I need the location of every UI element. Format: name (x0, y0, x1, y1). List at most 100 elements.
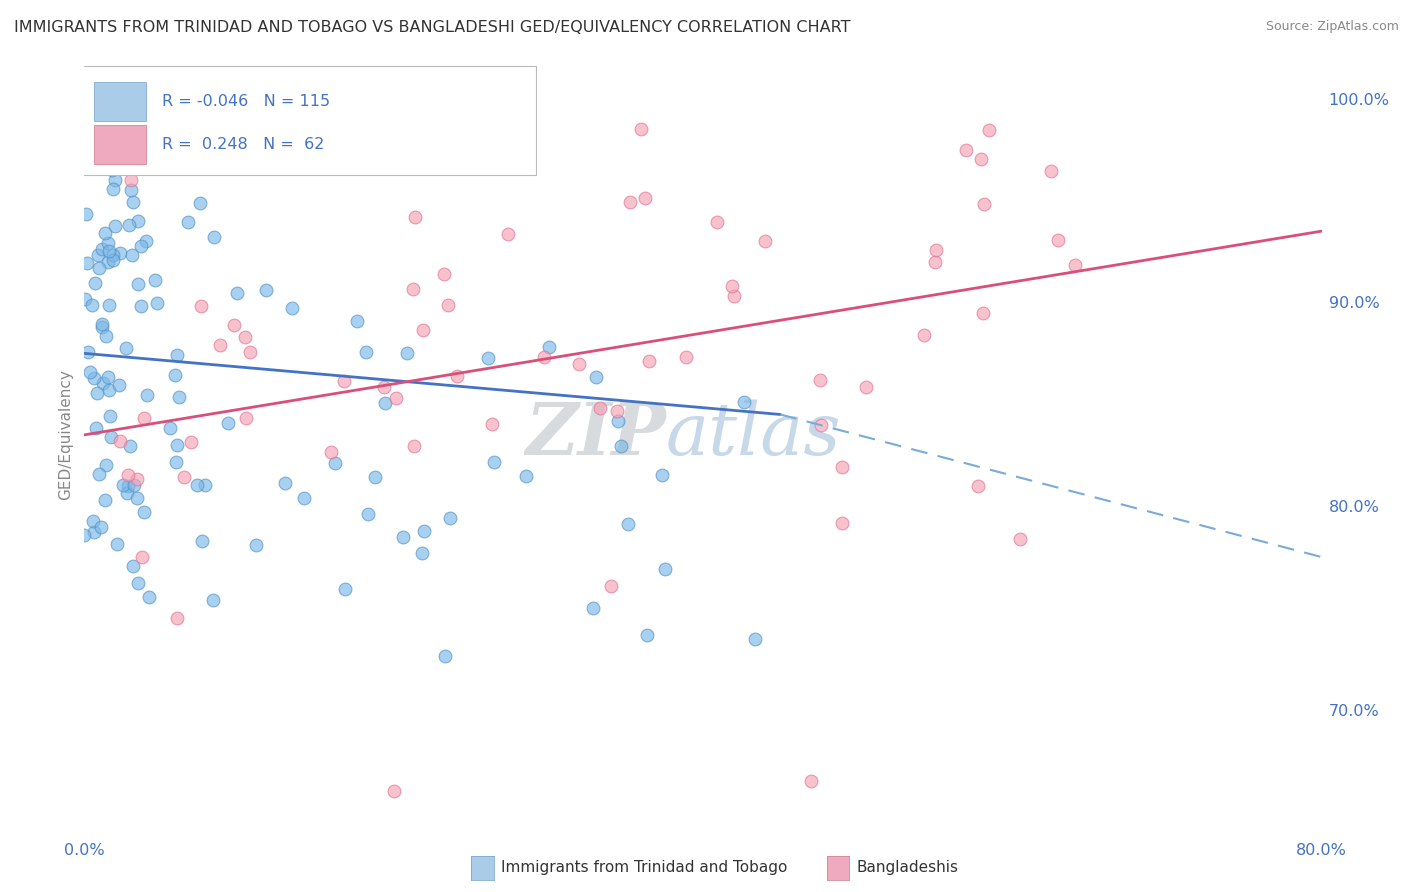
Point (127, 472, 149, 486)
Point (831, 460, 853, 475)
Point (136, 388, 159, 402)
Point (202, 592, 225, 607)
Point (925, 244, 948, 258)
Point (607, 414, 630, 428)
Point (973, 197, 995, 211)
Point (98, 244, 121, 258)
Point (402, 283, 425, 297)
Text: 80.0%: 80.0% (1296, 843, 1347, 858)
Point (127, 277, 149, 291)
Point (101, 253, 124, 268)
Text: 0.0%: 0.0% (65, 843, 104, 858)
Point (226, 285, 249, 300)
Point (91, 320, 114, 334)
Point (194, 478, 217, 492)
Point (208, 338, 231, 352)
Point (122, 559, 145, 574)
Point (373, 396, 395, 410)
Text: Bangladeshis: Bangladeshis (856, 860, 959, 874)
Point (73, 527, 96, 541)
Text: atlas: atlas (666, 400, 841, 470)
Point (436, 297, 458, 311)
Point (98, 383, 121, 397)
Point (319, 445, 342, 459)
Point (831, 516, 853, 530)
Point (108, 434, 131, 448)
Point (333, 374, 356, 388)
Point (402, 440, 425, 454)
Point (1039, 164, 1062, 178)
Point (924, 254, 946, 268)
Point (630, 122, 652, 136)
Point (585, 370, 607, 384)
Point (617, 517, 640, 532)
Point (177, 214, 200, 228)
Point (105, 537, 128, 551)
Point (94, 458, 117, 472)
Point (97, 254, 120, 268)
Point (97, 236, 120, 251)
Point (515, 468, 537, 483)
Point (166, 438, 188, 452)
Point (754, 235, 776, 249)
Point (86, 385, 108, 400)
Point (217, 416, 239, 430)
Point (100, 430, 122, 444)
Point (76, 256, 98, 270)
Point (143, 273, 166, 287)
Point (970, 152, 993, 166)
FancyBboxPatch shape (79, 65, 536, 175)
Point (202, 230, 225, 244)
Point (127, 576, 149, 591)
Point (108, 246, 131, 260)
Point (224, 318, 246, 332)
Point (967, 478, 990, 492)
Point (1046, 233, 1069, 247)
Point (606, 404, 628, 418)
Point (1063, 258, 1085, 272)
Point (86, 421, 108, 435)
Point (239, 344, 262, 359)
Point (364, 470, 387, 484)
Point (385, 392, 408, 406)
Point (121, 247, 143, 261)
Point (173, 470, 195, 484)
Point (83, 371, 105, 385)
Point (129, 239, 152, 253)
Point (76, 206, 98, 220)
Text: IMMIGRANTS FROM TRINIDAD AND TOBAGO VS BANGLADESHI GED/EQUIVALENCY CORRELATION C: IMMIGRANTS FROM TRINIDAD AND TOBAGO VS B… (14, 20, 851, 35)
Point (413, 524, 436, 538)
Point (97, 122, 120, 136)
Point (235, 411, 257, 425)
Point (446, 368, 468, 383)
Point (382, 784, 405, 798)
Point (477, 351, 499, 365)
Point (346, 314, 368, 328)
Point (163, 368, 186, 383)
Point (433, 649, 456, 664)
Point (132, 505, 155, 519)
Point (118, 219, 141, 233)
Point (972, 305, 994, 319)
Point (117, 153, 139, 167)
Point (94, 226, 117, 240)
Point (325, 456, 347, 470)
Point (101, 248, 124, 262)
Point (100, 409, 122, 423)
Point (619, 195, 641, 210)
Point (675, 350, 697, 364)
Point (654, 562, 676, 576)
Point (167, 390, 190, 404)
Point (115, 486, 138, 500)
Y-axis label: GED/Equivalency: GED/Equivalency (58, 369, 73, 500)
Point (433, 268, 456, 282)
Point (87, 467, 110, 482)
Point (186, 478, 208, 492)
Point (723, 289, 745, 303)
Point (538, 340, 561, 354)
Point (112, 132, 135, 146)
Point (582, 600, 605, 615)
Point (357, 507, 380, 521)
Point (91, 317, 114, 331)
Text: R =  0.248   N =  62: R = 0.248 N = 62 (162, 137, 325, 153)
